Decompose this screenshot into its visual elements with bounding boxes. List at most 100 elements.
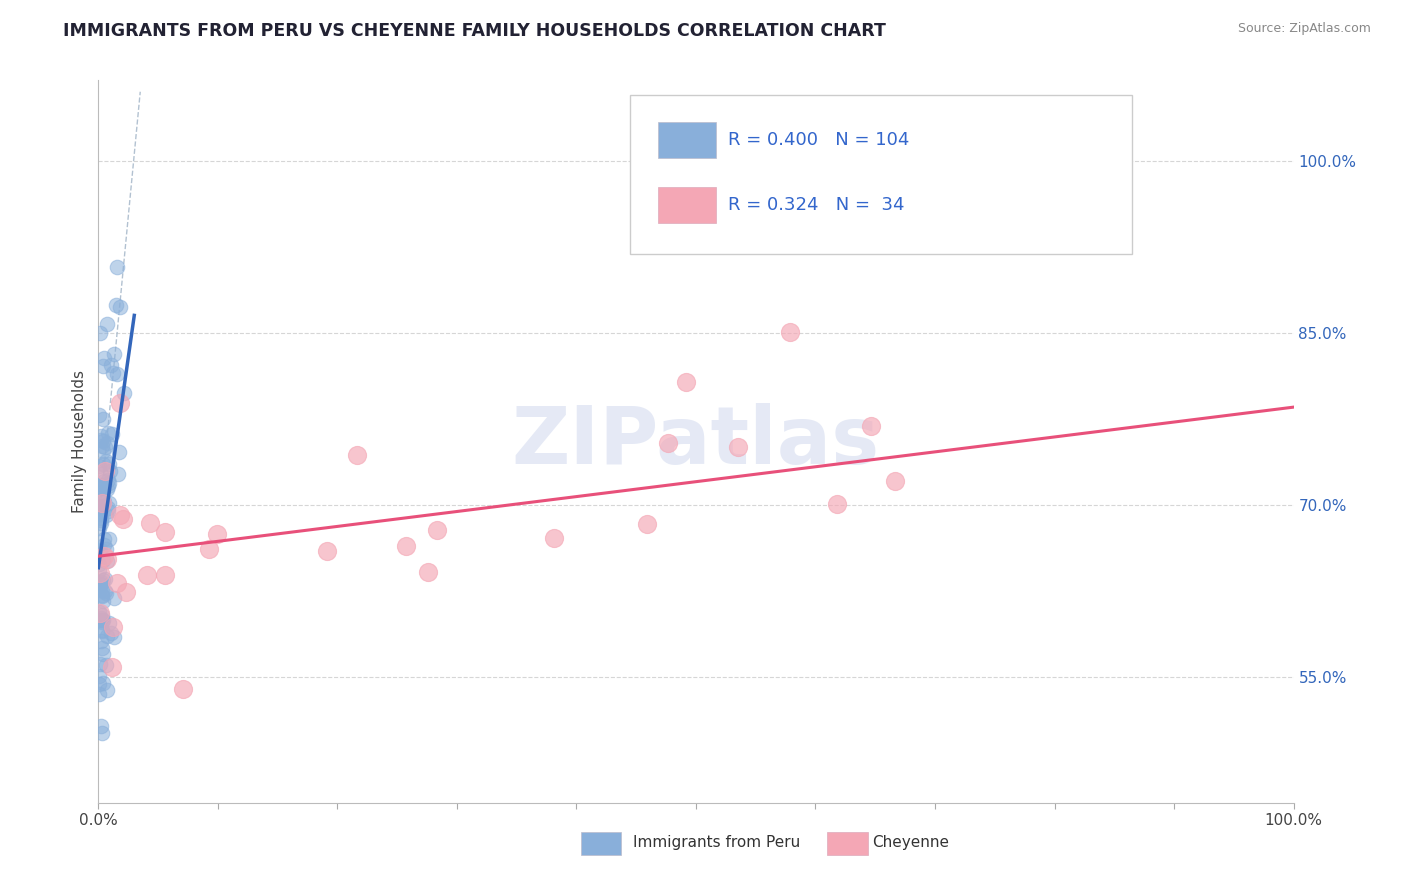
Point [107, 467, 129, 482]
Point [98, 615, 121, 630]
Point [100, 625, 122, 640]
Point [96, 629, 118, 643]
Point [87, 521, 110, 535]
Point [89, 543, 111, 558]
Point [89, 613, 111, 627]
Point [96, 683, 118, 698]
Text: ZIPatlas: ZIPatlas [512, 402, 880, 481]
Point [90, 718, 112, 732]
Point [112, 512, 135, 526]
Point [101, 427, 124, 442]
Point [89, 508, 111, 522]
Point [90, 516, 112, 531]
Point [346, 448, 368, 462]
Point [108, 508, 131, 523]
Point [91, 588, 114, 602]
Point [94, 508, 117, 522]
Point [94, 440, 117, 454]
Point [91, 589, 114, 603]
Point [87, 563, 110, 577]
Point [91, 613, 114, 627]
Point [96, 552, 118, 566]
Point [205, 527, 228, 541]
Point [93, 549, 115, 563]
Point [115, 584, 138, 599]
Point [98, 457, 121, 471]
Point [98, 532, 121, 546]
FancyBboxPatch shape [630, 95, 1132, 253]
Point [90, 507, 112, 521]
Point [97, 496, 120, 510]
Point [91, 624, 114, 638]
Point [90, 634, 112, 648]
Point [543, 531, 565, 545]
Point [93, 495, 115, 509]
Point [90, 477, 112, 491]
Point [91, 613, 114, 627]
Point [90, 641, 112, 656]
Text: R = 0.400   N = 104: R = 0.400 N = 104 [728, 130, 910, 149]
Point [91, 499, 114, 513]
Point [395, 539, 418, 553]
Point [153, 524, 176, 539]
Point [91, 647, 114, 661]
Point [96, 317, 118, 331]
Point [825, 497, 848, 511]
Point [90, 487, 112, 501]
Point [91, 607, 114, 622]
Point [87, 669, 110, 683]
Point [89, 499, 111, 513]
Point [89, 687, 111, 701]
Point [91, 444, 114, 458]
Point [93, 538, 115, 552]
Point [107, 260, 129, 274]
Point [91, 574, 114, 588]
Point [97, 473, 120, 487]
Point [100, 464, 122, 478]
Point [89, 566, 111, 581]
Point [103, 591, 125, 605]
Point [675, 376, 697, 390]
Point [316, 544, 339, 558]
Point [105, 575, 128, 590]
Point [89, 326, 111, 340]
Point [91, 553, 114, 567]
Point [90, 467, 112, 482]
Point [87, 582, 110, 597]
Point [89, 576, 111, 591]
Y-axis label: Family Households: Family Households [72, 370, 87, 513]
Point [87, 557, 110, 571]
Point [97, 504, 120, 518]
Point [90, 623, 112, 637]
Point [89, 502, 111, 516]
Point [96, 482, 118, 496]
Point [108, 396, 131, 410]
Point [884, 474, 907, 488]
Point [779, 325, 801, 339]
Point [87, 677, 110, 691]
Point [96, 479, 118, 493]
Text: Immigrants from Peru: Immigrants from Peru [633, 836, 800, 850]
Point [91, 491, 114, 506]
Point [96, 554, 118, 568]
Text: Cheyenne: Cheyenne [872, 836, 949, 850]
Point [657, 436, 679, 450]
Point [94, 464, 117, 478]
Point [418, 565, 440, 579]
Point [94, 572, 117, 586]
Point [90, 574, 112, 589]
Point [135, 568, 157, 582]
FancyBboxPatch shape [658, 187, 716, 223]
Point [91, 481, 114, 495]
Point [91, 434, 114, 448]
Point [91, 458, 114, 472]
Point [91, 676, 114, 690]
Text: IMMIGRANTS FROM PERU VS CHEYENNE FAMILY HOUSEHOLDS CORRELATION CHART: IMMIGRANTS FROM PERU VS CHEYENNE FAMILY … [63, 22, 886, 40]
Point [97, 425, 120, 440]
Point [101, 620, 124, 634]
Point [90, 510, 112, 524]
Point [155, 568, 177, 582]
Point [94, 454, 117, 468]
Point [89, 606, 111, 620]
Text: R = 0.324   N =  34: R = 0.324 N = 34 [728, 195, 904, 213]
